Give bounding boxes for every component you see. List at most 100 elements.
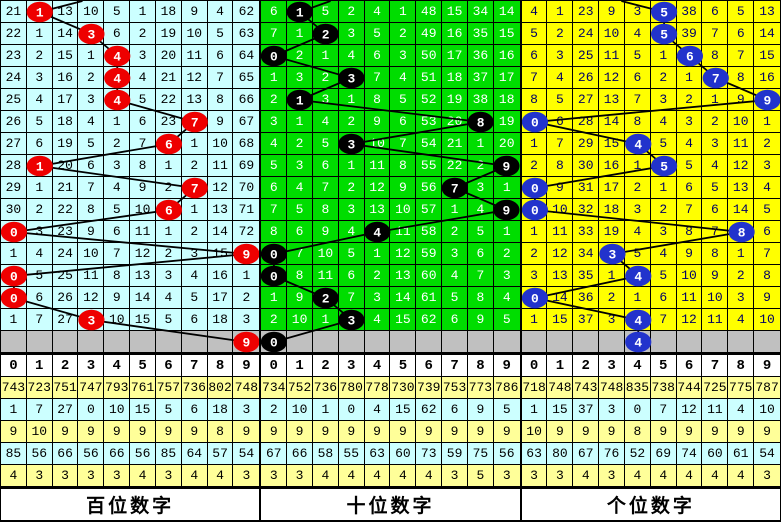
pending-row-cell (754, 331, 780, 353)
miss-count-cell: 1 (728, 243, 755, 265)
miss-count-cell: 2 (181, 155, 208, 177)
miss-count-cell: 3 (338, 199, 365, 221)
miss-count-cell: 21 (1, 1, 27, 23)
miss-count-cell: 9 (287, 287, 313, 309)
stat-cell: 9 (599, 421, 625, 443)
stat-cell: 73 (416, 443, 443, 465)
miss-count-cell: 19 (442, 89, 468, 111)
miss-count-cell: 4 (467, 199, 494, 221)
miss-count-cell: 12 (207, 177, 234, 199)
miss-count-cell: 6 (338, 265, 365, 287)
miss-count-cell: 22 (442, 155, 468, 177)
digit-header-cell: 9 (493, 355, 520, 377)
miss-count-cell: 2 (599, 287, 625, 309)
miss-count-cell: 11 (728, 133, 755, 155)
digit-header-cell: 4 (104, 355, 131, 377)
stat-cell: 56 (493, 443, 520, 465)
miss-count-cell (521, 287, 548, 309)
miss-count-cell: 12 (728, 155, 755, 177)
miss-count-cell: 6 (521, 45, 548, 67)
miss-count-cell: 5 (261, 155, 288, 177)
miss-count-cell: 8 (104, 265, 131, 287)
miss-count-cell: 3 (233, 309, 260, 331)
miss-count-cell: 19 (599, 221, 625, 243)
miss-count-cell (261, 243, 288, 265)
miss-count-cell: 1 (467, 133, 494, 155)
miss-count-cell: 6 (390, 111, 417, 133)
miss-count-cell: 4 (521, 1, 548, 23)
miss-count-cell: 18 (493, 89, 520, 111)
miss-count-cell: 17 (207, 287, 234, 309)
miss-count-cell: 57 (416, 199, 443, 221)
stat-cell: 7 (650, 399, 677, 421)
miss-count-cell: 14 (728, 199, 755, 221)
miss-count-cell: 8 (676, 221, 703, 243)
miss-count-cell: 1 (261, 287, 288, 309)
stat-cell: 63 (521, 443, 548, 465)
stat-cell: 9 (390, 421, 417, 443)
miss-count-cell: 4 (364, 309, 391, 331)
miss-count-cell: 9 (78, 221, 105, 243)
miss-count-cell: 2 (26, 45, 53, 67)
stat-cell: 9 (650, 421, 677, 443)
stat-cell: 4 (312, 465, 339, 487)
miss-count-cell: 3 (26, 67, 53, 89)
miss-count-cell: 6 (104, 23, 131, 45)
miss-count-cell: 8 (728, 67, 755, 89)
miss-count-cell: 63 (233, 23, 260, 45)
stat-cell: 9 (728, 421, 755, 443)
miss-count-cell: 20 (493, 133, 520, 155)
stat-cell: 730 (390, 377, 417, 399)
digit-header-cell: 5 (650, 355, 677, 377)
miss-count-cell: 19 (493, 111, 520, 133)
miss-count-cell: 3 (547, 45, 574, 67)
miss-count-cell: 36 (467, 45, 494, 67)
stat-cell: 4 (416, 465, 443, 487)
miss-count-cell: 4 (312, 111, 339, 133)
miss-count-cell: 18 (52, 111, 79, 133)
miss-count-cell (650, 155, 677, 177)
pending-row-cell (287, 331, 313, 353)
miss-count-cell: 37 (467, 67, 494, 89)
miss-count-cell: 27 (1, 133, 27, 155)
miss-count-cell: 2 (702, 111, 729, 133)
stat-cell: 761 (130, 377, 156, 399)
stat-cell: 743 (1, 377, 27, 399)
stat-cell: 8 (624, 421, 651, 443)
miss-count-cell: 4 (754, 177, 780, 199)
miss-count-cell: 4 (155, 287, 182, 309)
miss-count-cell: 38 (467, 89, 494, 111)
stat-cell: 757 (155, 377, 182, 399)
miss-count-cell: 1 (493, 177, 520, 199)
stat-cell: 734 (261, 377, 288, 399)
miss-count-cell: 18 (155, 1, 182, 23)
pending-row-cell (261, 331, 288, 353)
miss-count-cell: 20 (155, 45, 182, 67)
miss-count-cell (521, 177, 548, 199)
miss-count-cell: 72 (233, 221, 260, 243)
stat-cell: 4 (1, 465, 27, 487)
miss-count-cell: 1 (181, 199, 208, 221)
miss-count-cell: 2 (312, 67, 339, 89)
stat-cell: 62 (416, 399, 443, 421)
miss-count-cell: 3 (728, 287, 755, 309)
digit-header-cell: 4 (624, 355, 651, 377)
miss-count-cell: 4 (130, 67, 156, 89)
stat-cell: 10 (754, 399, 780, 421)
stat-cell: 4 (207, 465, 234, 487)
miss-count-cell: 7 (207, 67, 234, 89)
miss-count-cell: 11 (181, 45, 208, 67)
miss-count-cell: 35 (467, 23, 494, 45)
miss-count-cell: 68 (233, 133, 260, 155)
miss-count-cell: 10 (104, 309, 131, 331)
miss-count-cell: 3 (312, 89, 339, 111)
digit-header-cell: 0 (521, 355, 548, 377)
stat-cell: 4 (338, 465, 365, 487)
stat-cell: 723 (26, 377, 53, 399)
stat-cell: 2 (261, 399, 288, 421)
miss-count-cell: 4 (650, 111, 677, 133)
miss-count-cell: 9 (181, 1, 208, 23)
miss-count-cell: 5 (442, 287, 468, 309)
miss-count-cell (624, 265, 651, 287)
digit-header-cell: 0 (1, 355, 27, 377)
